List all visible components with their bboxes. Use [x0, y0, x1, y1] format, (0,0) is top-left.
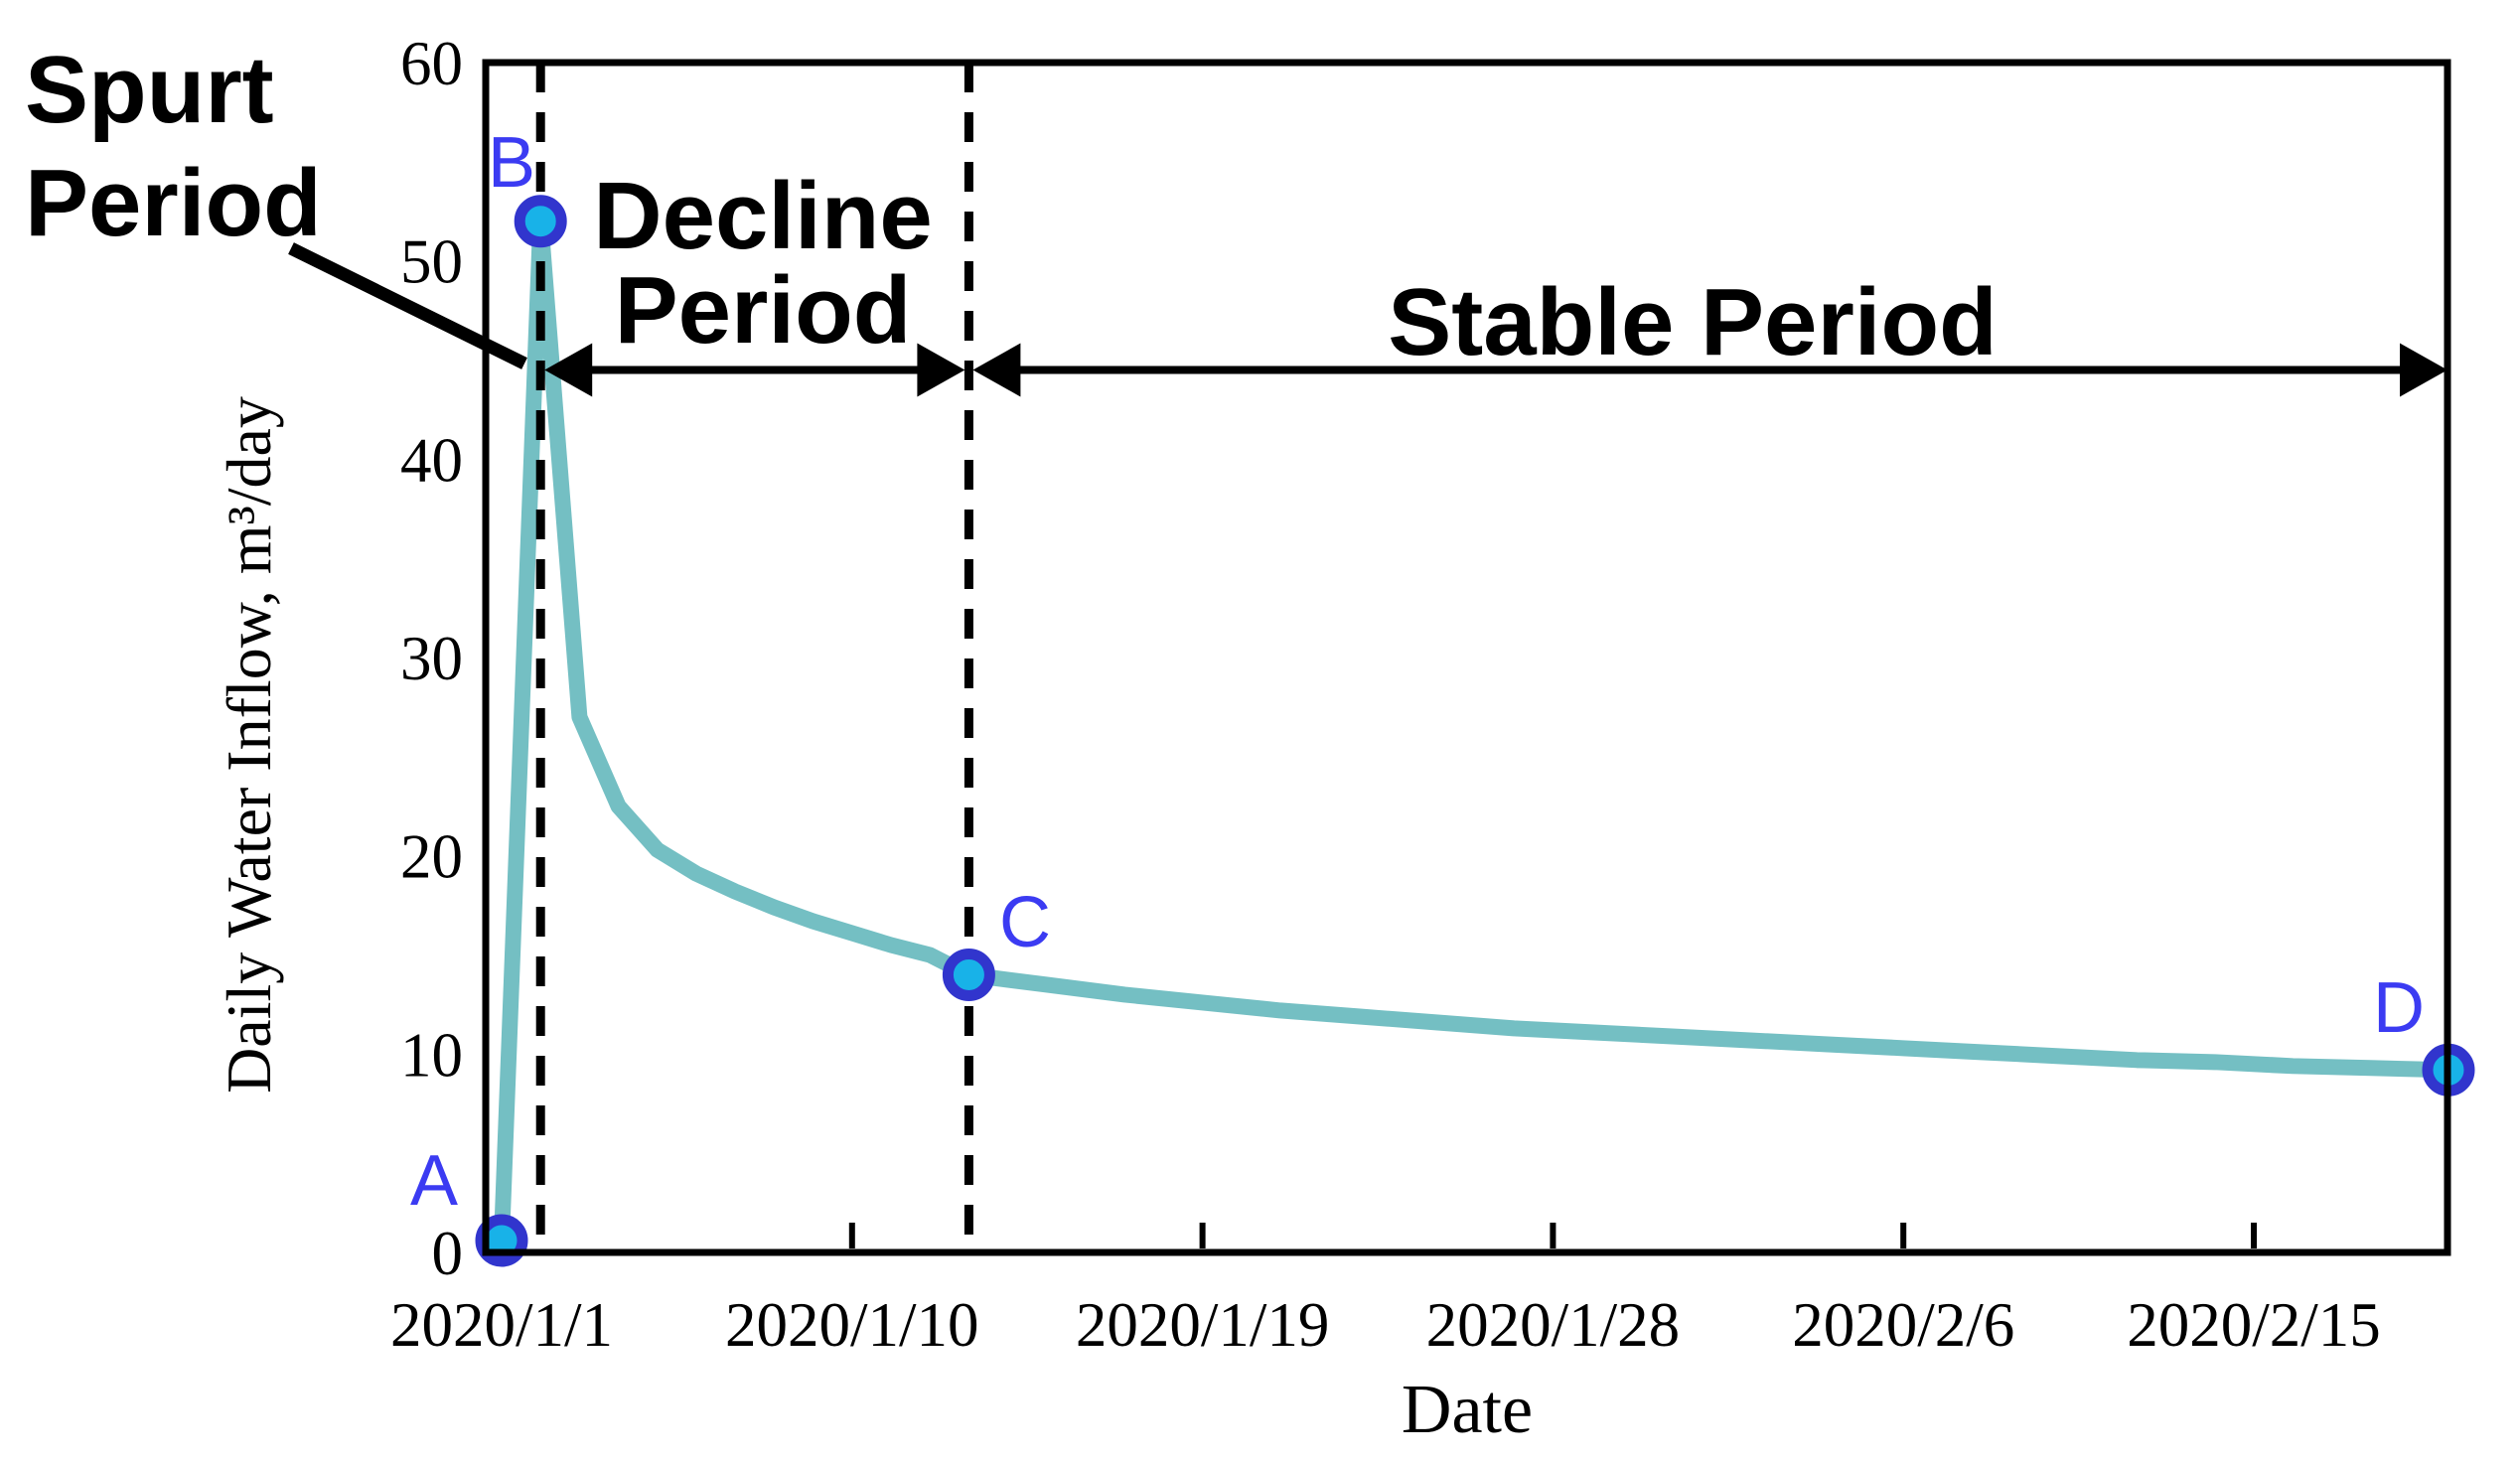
y-tick-label: 20 [400, 822, 463, 892]
stable-period-label: Stable Period [1388, 269, 1998, 375]
stable-period-arrow-right-arrowhead [2400, 343, 2447, 397]
x-tick-label: 2020/1/28 [1426, 1290, 1681, 1360]
x-tick-label: 2020/1/1 [390, 1290, 613, 1360]
y-axis-title: Daily Water Inflow, m³/day [214, 396, 284, 1094]
point-label-b: B [488, 123, 535, 203]
spurt-period-label-line2: Period [25, 150, 322, 256]
decline-period-label-line1: Decline [593, 163, 932, 269]
x-axis-title: Date [1402, 1372, 1533, 1448]
series-line [494, 213, 2456, 1249]
y-tick-label: 60 [400, 29, 463, 98]
x-tick-label: 2020/2/15 [2127, 1290, 2381, 1360]
x-tick-label: 2020/1/19 [1076, 1290, 1330, 1360]
decline-period-arrow-left-arrowhead [544, 343, 593, 397]
y-tick-label: 50 [400, 227, 463, 297]
y-tick-label: 10 [400, 1020, 463, 1090]
spurt-period-label-line1: Spurt [25, 37, 274, 143]
decline-period-label-line2: Period [615, 257, 912, 364]
y-tick-label: 30 [400, 624, 463, 693]
point-marker-b [514, 195, 567, 248]
spurt-leader-line [288, 242, 527, 369]
y-tick-label: 40 [400, 425, 463, 495]
point-marker-c [942, 948, 995, 1001]
x-tick-label: 2020/2/6 [1792, 1290, 2014, 1360]
chart-generated-layer: 0 10 20 30 40 50 60 2020/1/1 2020/1/10 2020/1/19 2… [390, 29, 2475, 1360]
point-label-c: C [999, 883, 1051, 962]
stable-period-arrow-left-arrowhead [972, 343, 1021, 397]
x-tick-label: 2020/1/10 [725, 1290, 979, 1360]
point-label-a: A [410, 1141, 458, 1221]
decline-period-arrow-right-arrowhead [917, 343, 965, 397]
y-tick-label: 0 [432, 1219, 464, 1288]
plot-border [482, 59, 2451, 1256]
point-label-d: D [2373, 968, 2425, 1048]
